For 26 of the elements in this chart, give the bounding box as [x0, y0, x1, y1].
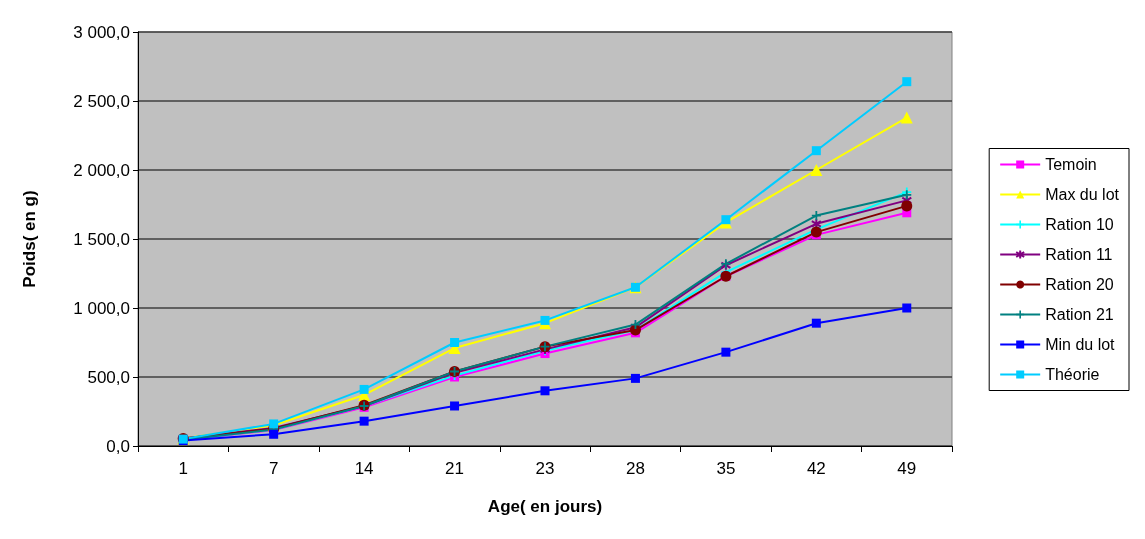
x-tick-label: 7 — [268, 459, 279, 478]
x-tick-label: 49 — [897, 459, 917, 478]
legend-label: Min du lot — [1045, 336, 1116, 353]
legend-label: Max du lot — [1045, 186, 1120, 203]
y-tick-label: 2 000,0 — [73, 160, 130, 180]
legend-label: Ration 21 — [1045, 306, 1114, 323]
x-tick-label: 35 — [716, 459, 736, 478]
legend-label: Ration 11 — [1045, 246, 1113, 263]
legend-label: Temoin — [1045, 156, 1097, 173]
y-tick-label: 2 500,0 — [73, 91, 130, 111]
y-tick-label: 500,0 — [87, 367, 130, 387]
y-tick-label: 1 500,0 — [73, 229, 130, 249]
x-tick-label: 23 — [535, 459, 555, 478]
y-tick-label: 1 000,0 — [73, 298, 130, 318]
legend-label: Théorie — [1045, 366, 1100, 383]
x-tick-label: 1 — [178, 459, 188, 478]
x-axis-title: Age( en jours) — [487, 497, 603, 516]
legend-label: Ration 10 — [1045, 216, 1114, 233]
legend-label: Ration 20 — [1045, 276, 1114, 293]
x-tick-label: 21 — [445, 459, 465, 478]
y-tick-label: 3 000,0 — [73, 22, 130, 42]
x-tick-label: 14 — [354, 459, 374, 478]
x-tick-label: 28 — [625, 459, 645, 478]
y-axis-title: Poids( en g) — [20, 190, 39, 288]
x-tick-label: 42 — [806, 459, 826, 478]
y-tick-label: 0,0 — [106, 436, 130, 456]
